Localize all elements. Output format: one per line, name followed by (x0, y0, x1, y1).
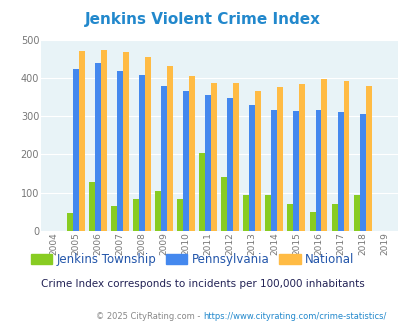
Bar (155, 191, 161, 231)
Bar (321, 79, 326, 231)
Bar (67, 213, 73, 231)
Bar (277, 87, 283, 231)
Bar (353, 195, 359, 231)
Bar (232, 83, 239, 231)
Bar (315, 111, 321, 231)
Bar (265, 195, 271, 231)
Bar (117, 71, 123, 231)
Bar (298, 84, 305, 231)
Bar (205, 95, 211, 231)
Bar (183, 90, 189, 231)
Text: https://www.cityrating.com/crime-statistics/: https://www.cityrating.com/crime-statist… (202, 312, 386, 321)
Text: © 2025 CityRating.com -: © 2025 CityRating.com - (96, 312, 202, 321)
Bar (343, 81, 349, 231)
Bar (255, 90, 260, 231)
Bar (177, 199, 183, 231)
Bar (95, 63, 101, 231)
Bar (167, 66, 173, 231)
Bar (145, 57, 151, 231)
Bar (79, 51, 85, 231)
Bar (189, 76, 195, 231)
Bar (123, 52, 129, 231)
Text: Crime Index corresponds to incidents per 100,000 inhabitants: Crime Index corresponds to incidents per… (41, 279, 364, 289)
Bar (227, 98, 232, 231)
Bar (271, 111, 277, 231)
Bar (309, 212, 315, 231)
Bar (101, 50, 107, 231)
Bar (249, 105, 255, 231)
Bar (243, 195, 249, 231)
Bar (287, 204, 293, 231)
Bar (111, 206, 117, 231)
Bar (337, 112, 343, 231)
Bar (359, 114, 364, 231)
Bar (364, 86, 371, 231)
Legend: Jenkins Township, Pennsylvania, National: Jenkins Township, Pennsylvania, National (26, 248, 358, 271)
Bar (293, 111, 298, 231)
Bar (89, 182, 95, 231)
Bar (199, 152, 205, 231)
Bar (211, 83, 217, 231)
Bar (139, 75, 145, 231)
Text: Jenkins Violent Crime Index: Jenkins Violent Crime Index (85, 12, 320, 26)
Bar (221, 178, 227, 231)
Bar (161, 85, 167, 231)
Bar (331, 204, 337, 231)
Bar (133, 199, 139, 231)
Bar (73, 69, 79, 231)
